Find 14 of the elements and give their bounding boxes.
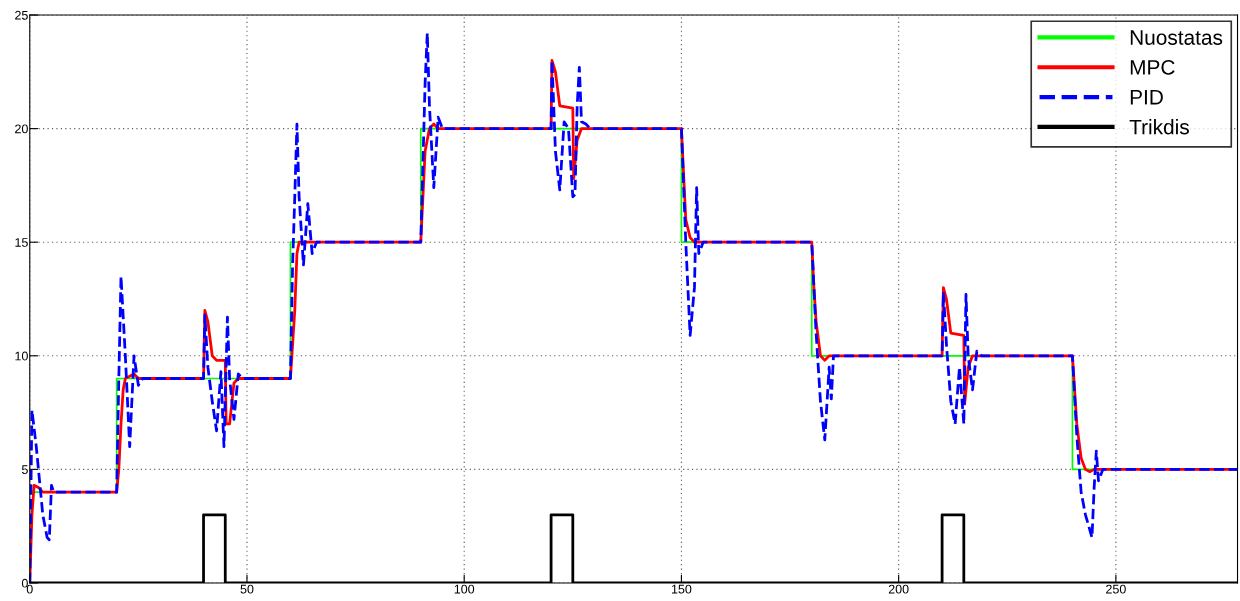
x-tick-label: 100 (454, 584, 475, 594)
y-tick-label: 20 (15, 124, 28, 134)
x-tick-label: 250 (1106, 584, 1126, 594)
y-tick-label: 25 (15, 10, 28, 20)
x-tick-label: 50 (240, 584, 254, 594)
legend-label: MPC (1130, 60, 1175, 75)
x-tick-label: 200 (888, 584, 909, 594)
y-tick-label: 10 (15, 351, 28, 361)
y-tick-label: 15 (15, 238, 28, 247)
legend-label: Trikdis (1129, 119, 1189, 135)
y-tick-label: 5 (21, 465, 28, 475)
x-tick-label: 150 (671, 584, 692, 594)
legend-label: PID (1130, 90, 1163, 105)
legend-label: Nuostatas (1130, 30, 1223, 45)
